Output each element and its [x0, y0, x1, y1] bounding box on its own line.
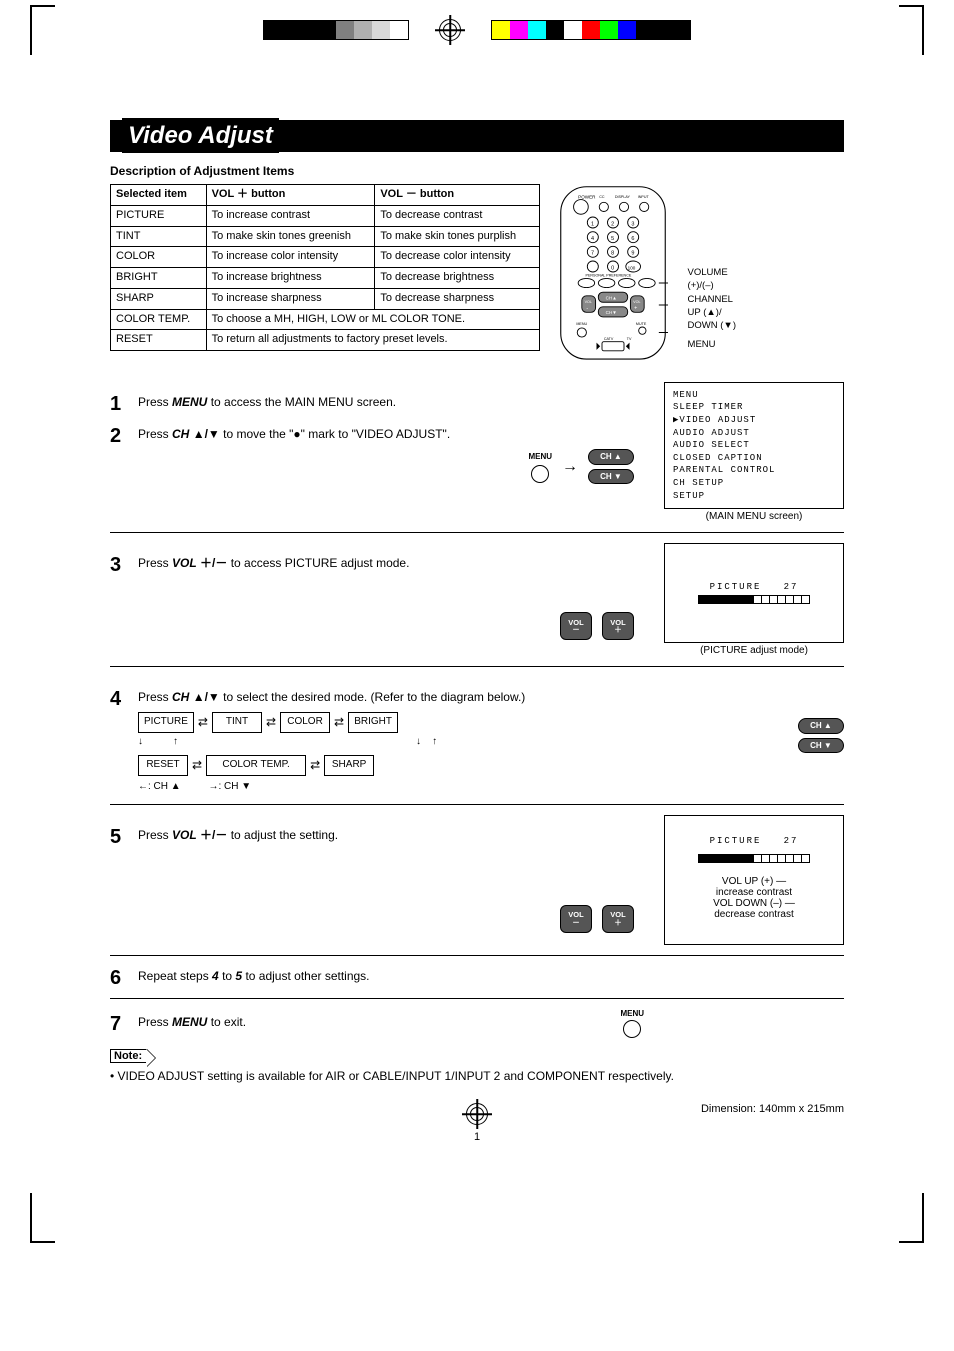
vol-plus-button: VOL＋ [602, 905, 634, 933]
svg-text:-: - [586, 306, 588, 312]
crop-marks-top [0, 0, 954, 60]
step-6: 6 Repeat steps 4 to 5 to adjust other se… [110, 968, 844, 988]
col-vol-plus: VOL ＋ button [206, 185, 375, 206]
table-row: PICTURETo increase contrastTo decrease c… [111, 205, 540, 226]
note-label: Note: [110, 1049, 147, 1063]
svg-text:9: 9 [631, 251, 634, 257]
crop-corner-bl [30, 1193, 70, 1243]
svg-text:CATV: CATV [604, 337, 614, 341]
picture-adjust-osd-detail: PICTURE 27 VOL UP (+) — increase contras… [664, 815, 844, 945]
svg-text:VOL: VOL [633, 300, 640, 304]
ch-up-button: CH ▲ [588, 449, 634, 465]
step-7: 7 Press MENU to exit. [110, 1014, 600, 1034]
table-row: TINTTo make skin tones greenishTo make s… [111, 226, 540, 247]
registration-mark-icon [439, 19, 461, 41]
picture-osd-caption: (PICTURE adjust mode) [664, 645, 844, 656]
crop-marks-bottom [0, 1183, 954, 1243]
table-row: SHARPTo increase sharpnessTo decrease sh… [111, 288, 540, 309]
vol-plus-button: VOL＋ [602, 612, 634, 640]
ch-down-button: CH ▼ [798, 738, 844, 754]
description-heading: Description of Adjustment Items [110, 164, 844, 178]
page-title: Video Adjust [122, 118, 279, 153]
page-content: Video Adjust Description of Adjustment I… [0, 60, 954, 1183]
remote-illustration: POWER CC DISPLAY INPUT 1 2 3 4 5 6 7 8 9 [558, 184, 668, 366]
ch-down-button: CH ▼ [588, 469, 634, 485]
svg-text:VOL: VOL [585, 300, 592, 304]
svg-text:6: 6 [631, 236, 634, 242]
svg-text:CH▼: CH▼ [606, 310, 617, 315]
table-row: COLOR TEMP. To choose a MH, HIGH, LOW or… [111, 309, 540, 330]
table-row: RESET To return all adjustments to facto… [111, 330, 540, 351]
svg-text:2: 2 [611, 221, 614, 227]
remote-label-pm: (+)/(–) [688, 279, 736, 292]
remote-label-channel: CHANNEL [688, 293, 736, 306]
arrow-icon: → [562, 455, 578, 478]
adjustment-table: Selected item VOL ＋ button VOL － button … [110, 184, 540, 351]
svg-text:8: 8 [611, 251, 614, 257]
crop-corner-tl [30, 5, 70, 55]
svg-text:DISPLAY: DISPLAY [615, 195, 631, 199]
vol-minus-button: VOL－ [560, 612, 592, 640]
step-2: 2 Press CH ▲/▼ to move the "●" mark to "… [110, 426, 644, 485]
note-section: Note: • VIDEO ADJUST setting is availabl… [110, 1048, 844, 1083]
col-vol-minus: VOL － button [375, 185, 540, 206]
picture-adjust-osd: PICTURE 27 [664, 543, 844, 643]
step-4: 4 Press CH ▲/▼ to select the desired mod… [110, 689, 778, 794]
step-1: 1 Press MENU to access the MAIN MENU scr… [110, 394, 644, 414]
table-row: BRIGHTTo increase brightnessTo decrease … [111, 268, 540, 289]
svg-text:7: 7 [591, 251, 594, 257]
remote-label-menu: MENU [688, 338, 736, 351]
svg-text:CH▲: CH▲ [606, 296, 617, 301]
step-5: 5 Press VOL ＋/－ to adjust the setting. V… [110, 827, 644, 932]
color-strip-left [263, 20, 409, 40]
vol-minus-button: VOL－ [560, 905, 592, 933]
mode-diagram: PICTURE⇄ TINT⇄ COLOR⇄ BRIGHT [138, 712, 778, 733]
col-item: Selected item [111, 185, 207, 206]
svg-text:INPUT: INPUT [638, 195, 650, 199]
svg-text:TV: TV [627, 337, 632, 341]
color-strip-right [491, 20, 691, 40]
svg-text:0: 0 [611, 265, 614, 271]
crop-corner-br [884, 1193, 924, 1243]
svg-text:1: 1 [591, 221, 594, 227]
svg-text:3: 3 [631, 221, 634, 227]
svg-text:POWER: POWER [578, 195, 596, 200]
main-menu-caption: (MAIN MENU screen) [664, 511, 844, 522]
svg-text:MENU: MENU [576, 322, 587, 326]
remote-label-updn: UP (▲)/DOWN (▼) [688, 306, 736, 333]
main-menu-osd: MENU SLEEP TIMER ▶VIDEO ADJUST AUDIO ADJ… [664, 382, 844, 509]
svg-text:5: 5 [611, 236, 614, 242]
ch-up-button: CH ▲ [798, 718, 844, 734]
svg-text:MUTE: MUTE [636, 322, 647, 326]
title-bar: Video Adjust [110, 120, 844, 152]
registration-mark-icon [466, 1103, 488, 1125]
crop-corner-tr [884, 5, 924, 55]
page-footer: 1 Dimension: 140mm x 215mm [110, 1103, 844, 1143]
table-row: COLORTo increase color intensityTo decre… [111, 247, 540, 268]
svg-text:CC: CC [599, 195, 605, 199]
svg-text:PERSONAL PREFERENCE: PERSONAL PREFERENCE [586, 274, 632, 278]
menu-button-icon: MENU [620, 1009, 644, 1038]
svg-text:100: 100 [628, 265, 636, 270]
svg-text:+: + [634, 306, 637, 312]
svg-text:4: 4 [591, 236, 594, 242]
remote-icon: POWER CC DISPLAY INPUT 1 2 3 4 5 6 7 8 9 [558, 184, 668, 363]
step-3: 3 Press VOL ＋/－ to access PICTURE adjust… [110, 555, 644, 640]
remote-label-volume: VOLUME [688, 266, 736, 279]
menu-button-icon: MENU [528, 451, 552, 483]
